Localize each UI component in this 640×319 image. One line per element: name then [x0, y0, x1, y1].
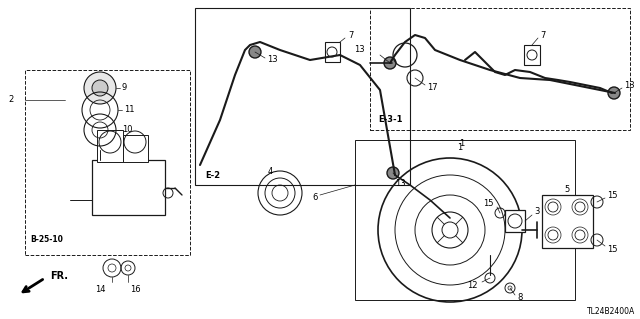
Text: 8: 8 — [517, 293, 522, 302]
Text: 4: 4 — [268, 167, 273, 176]
Text: 13: 13 — [395, 179, 406, 188]
Circle shape — [249, 46, 261, 58]
Circle shape — [608, 87, 620, 99]
Text: 3: 3 — [534, 207, 540, 217]
Text: TL24B2400A: TL24B2400A — [587, 308, 635, 316]
Bar — [25, 70, 190, 255]
Text: 6: 6 — [312, 194, 318, 203]
Circle shape — [384, 57, 396, 69]
Text: 14: 14 — [95, 286, 105, 294]
Text: 7: 7 — [540, 31, 545, 40]
Text: B-25-10: B-25-10 — [30, 235, 63, 244]
Text: 12: 12 — [467, 280, 478, 290]
Bar — [505, 210, 525, 232]
Bar — [195, 8, 410, 185]
Circle shape — [84, 72, 116, 104]
Bar — [325, 42, 340, 62]
Text: 10: 10 — [122, 125, 132, 135]
Text: 5: 5 — [564, 186, 570, 195]
Text: 13: 13 — [267, 56, 278, 64]
Text: 2: 2 — [8, 95, 13, 105]
Text: 11: 11 — [124, 106, 134, 115]
Circle shape — [92, 80, 108, 96]
Bar — [97, 130, 123, 162]
Text: 1: 1 — [458, 144, 463, 152]
Bar — [370, 8, 630, 130]
Text: 1: 1 — [460, 138, 465, 147]
Text: 7: 7 — [348, 31, 353, 40]
Text: 16: 16 — [130, 286, 141, 294]
Text: 15: 15 — [607, 244, 618, 254]
Text: 13: 13 — [624, 80, 635, 90]
Circle shape — [387, 167, 399, 179]
Text: 13: 13 — [355, 46, 365, 55]
Text: 15: 15 — [483, 198, 494, 207]
Bar — [92, 160, 165, 215]
Bar — [542, 195, 593, 248]
Text: 15: 15 — [607, 191, 618, 201]
Text: FR.: FR. — [50, 271, 68, 281]
Bar — [355, 140, 575, 300]
Bar — [123, 135, 148, 162]
Text: 17: 17 — [427, 83, 438, 92]
Text: 9: 9 — [122, 84, 127, 93]
Text: E-3-1: E-3-1 — [378, 115, 403, 124]
Text: E-2: E-2 — [205, 170, 220, 180]
Bar — [524, 45, 540, 65]
